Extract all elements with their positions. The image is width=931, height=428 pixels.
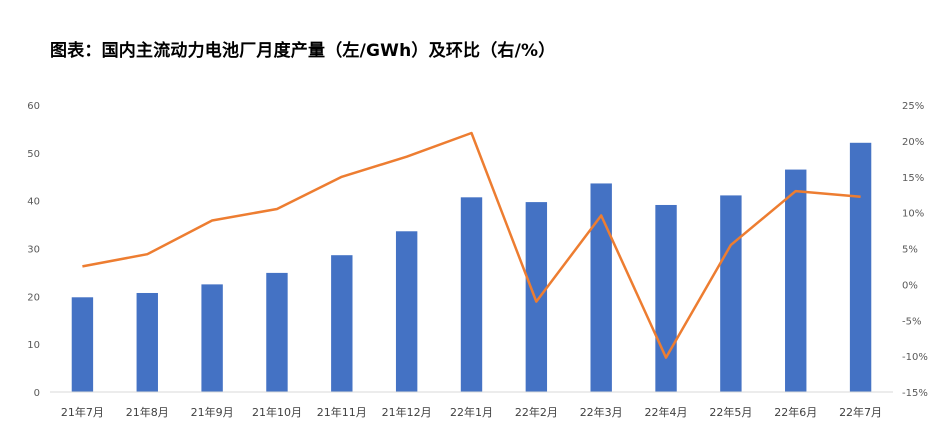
right-tick-label: -10%: [902, 352, 928, 363]
bar: [525, 202, 548, 392]
left-tick-label: 0: [34, 388, 40, 399]
x-axis-labels: 21年7月 21年8月 21年9月 21年10月 21年11月 21年12月 22年1月 22…: [61, 405, 882, 419]
category-label: 21年9月: [191, 405, 234, 419]
right-tick-label: 10%: [902, 209, 924, 220]
right-tick-label: 5%: [902, 245, 918, 256]
bar: [331, 255, 353, 392]
left-tick-label: 60: [27, 101, 40, 112]
bar-series: [71, 142, 872, 392]
left-tick-label: 30: [27, 245, 40, 256]
category-label: 21年7月: [61, 405, 104, 419]
bar: [460, 197, 483, 392]
right-tick-label: 0%: [902, 280, 918, 291]
category-label: 22年3月: [580, 405, 623, 419]
category-label: 21年11月: [317, 405, 367, 419]
right-tick-label: 20%: [902, 137, 924, 148]
category-label: 22年1月: [450, 405, 493, 419]
category-label: 22年4月: [645, 405, 688, 419]
chart-title: 图表：国内主流动力电池厂月度产量（左/GWh）及环比（右/%）: [50, 41, 556, 61]
right-axis: -15% -10% -5% 0% 5% 10% 15% 20% 25%: [902, 101, 928, 399]
left-tick-label: 50: [27, 149, 40, 160]
bar: [590, 183, 612, 392]
category-label: 21年10月: [252, 405, 302, 419]
left-axis: 0 10 20 30 40 50 60: [27, 101, 40, 399]
line-series: [82, 131, 861, 359]
right-tick-label: -5%: [902, 316, 921, 327]
right-tick-label: 25%: [902, 101, 924, 112]
left-tick-label: 10: [27, 340, 40, 351]
category-label: 21年8月: [126, 405, 169, 419]
bar: [136, 292, 158, 392]
left-tick-label: 40: [27, 197, 40, 208]
bar: [266, 272, 288, 392]
right-tick-label: 15%: [902, 173, 924, 184]
right-tick-label: -15%: [902, 388, 928, 399]
left-tick-label: 20: [27, 292, 40, 303]
category-label: 22年2月: [515, 405, 558, 419]
category-label: 22年6月: [774, 405, 817, 419]
bar: [71, 297, 94, 392]
category-label: 22年5月: [709, 405, 752, 419]
bar: [395, 231, 418, 392]
bar: [201, 284, 223, 392]
category-label: 21年12月: [382, 405, 432, 419]
category-label: 22年7月: [839, 405, 882, 419]
bar: [849, 142, 872, 392]
bar: [655, 204, 677, 392]
bar: [720, 195, 742, 392]
bar: [785, 169, 807, 392]
